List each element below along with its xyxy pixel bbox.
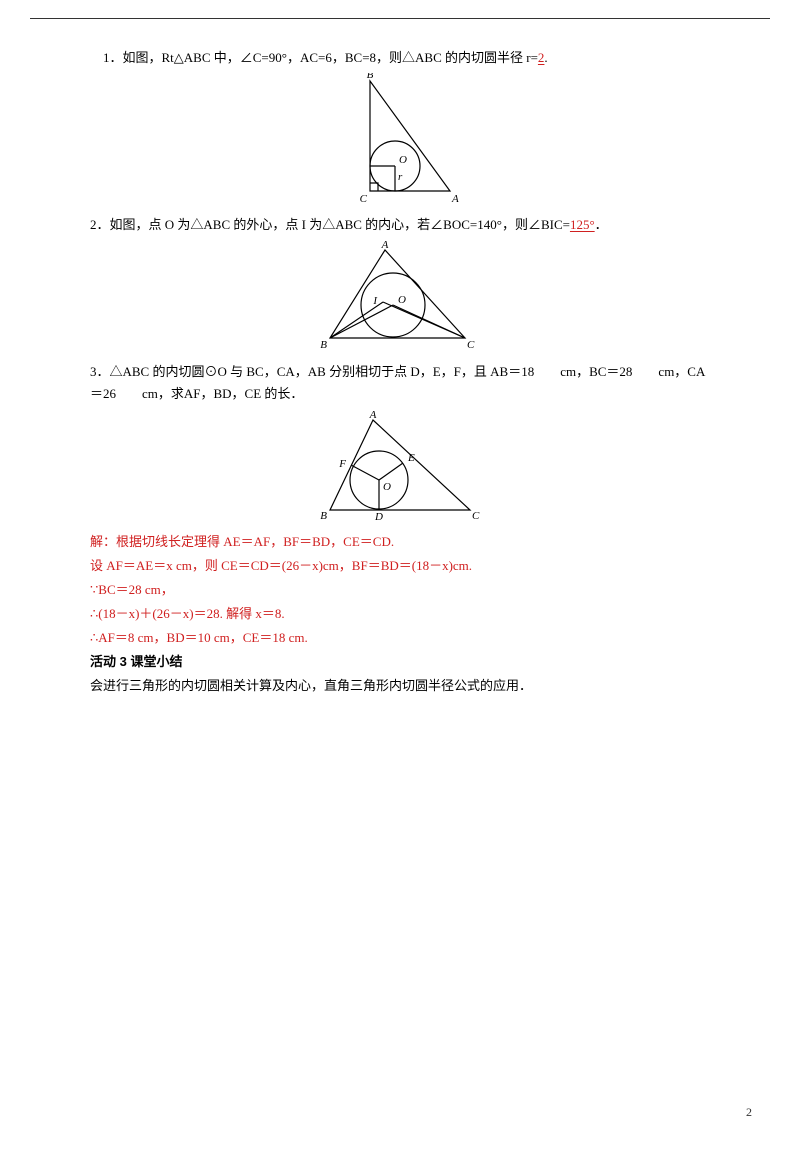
svg-text:E: E: [407, 452, 415, 464]
svg-text:C: C: [472, 510, 480, 520]
svg-text:O: O: [383, 481, 391, 493]
question-2: 2．如图，点 O 为△ABC 的外心，点 I 为△ABC 的内心，若∠BOC=1…: [90, 214, 710, 236]
question-3: 3．△ABC 的内切圆⊙O 与 BC，CA，AB 分别相切于点 D，E，F，且 …: [90, 361, 710, 405]
q1-text-b: .: [544, 50, 547, 65]
solution-line-1: 解：根据切线长定理得 AE＝AF，BF＝BD，CE＝CD.: [90, 531, 710, 553]
solution-line-3: ∵BC＝28 cm，: [90, 579, 710, 601]
question-1: 1．如图，Rt△ABC 中，∠C=90°，AC=6，BC=8，则△ABC 的内切…: [90, 47, 710, 69]
svg-text:B: B: [367, 73, 374, 81]
section-body: 会进行三角形的内切圆相关计算及内心，直角三角形内切圆半径公式的应用．: [90, 675, 710, 697]
figure-3: A B C F E D O: [90, 410, 710, 527]
figure-2: ABC IO: [90, 240, 710, 357]
svg-text:F: F: [338, 458, 346, 470]
svg-text:D: D: [374, 511, 383, 520]
solution-line-2: 设 AF＝AE＝x cm，则 CE＝CD＝(26－x)cm，BF＝BD＝(18－…: [90, 555, 710, 577]
page-content: 1．如图，Rt△ABC 中，∠C=90°，AC=6，BC=8，则△ABC 的内切…: [30, 18, 770, 697]
svg-text:B: B: [320, 339, 327, 350]
svg-text:O: O: [399, 154, 407, 166]
q3-text: 3．△ABC 的内切圆⊙O 与 BC，CA，AB 分别相切于点 D，E，F，且 …: [90, 364, 705, 401]
svg-text:C: C: [360, 193, 368, 203]
svg-text:O: O: [398, 294, 406, 306]
section-title: 活动 3 课堂小结: [90, 651, 710, 673]
svg-text:A: A: [451, 193, 459, 203]
svg-text:A: A: [369, 410, 377, 421]
q2-answer: 125°: [570, 217, 595, 232]
q1-text-a: 1．如图，Rt△ABC 中，∠C=90°，AC=6，BC=8，则△ABC 的内切…: [103, 50, 538, 65]
svg-text:C: C: [467, 339, 475, 350]
svg-text:A: A: [381, 240, 389, 251]
figure-1: B C A O r: [90, 73, 710, 210]
svg-text:B: B: [320, 510, 327, 520]
q2-text-a: 2．如图，点 O 为△ABC 的外心，点 I 为△ABC 的内心，若∠BOC=1…: [90, 217, 570, 232]
q2-text-b: ．: [595, 217, 608, 232]
page-number: 2: [746, 1102, 752, 1122]
solution-line-4: ∴(18－x)＋(26－x)＝28. 解得 x＝8.: [90, 603, 710, 625]
solution-line-5: ∴AF＝8 cm，BD＝10 cm，CE＝18 cm.: [90, 627, 710, 649]
svg-text:r: r: [398, 171, 403, 183]
